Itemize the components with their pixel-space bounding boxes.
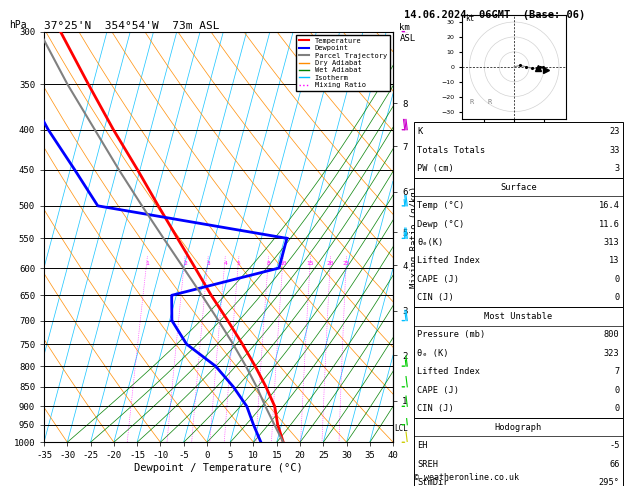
Y-axis label: Mixing Ratio (g/kg): Mixing Ratio (g/kg) [410,186,420,288]
Text: 15: 15 [307,261,314,266]
Text: 2: 2 [183,261,187,266]
Text: 66: 66 [609,460,620,469]
Text: CIN (J): CIN (J) [417,404,454,413]
Text: θₑ(K): θₑ(K) [417,238,443,247]
Text: Dewp (°C): Dewp (°C) [417,220,464,228]
Text: 23: 23 [609,127,620,136]
Text: 0: 0 [615,275,620,284]
Text: 0: 0 [615,404,620,413]
Text: Lifted Index: Lifted Index [417,257,480,265]
Text: Surface: Surface [500,183,537,191]
Text: CAPE (J): CAPE (J) [417,386,459,395]
Text: SREH: SREH [417,460,438,469]
Text: 295°: 295° [599,478,620,486]
Text: Lifted Index: Lifted Index [417,367,480,376]
Text: R: R [469,99,474,105]
Text: 3: 3 [615,164,620,173]
Text: 37°25'N  354°54'W  73m ASL: 37°25'N 354°54'W 73m ASL [44,21,220,31]
Text: -5: -5 [609,441,620,450]
Text: hPa: hPa [9,19,27,30]
Text: 20: 20 [327,261,334,266]
Legend: Temperature, Dewpoint, Parcel Trajectory, Dry Adiabat, Wet Adiabat, Isotherm, Mi: Temperature, Dewpoint, Parcel Trajectory… [296,35,389,91]
Text: 1: 1 [145,261,149,266]
Text: 323: 323 [604,349,620,358]
Text: EH: EH [417,441,428,450]
Text: Hodograph: Hodograph [494,423,542,432]
Text: Temp (°C): Temp (°C) [417,201,464,210]
Text: 25: 25 [343,261,350,266]
Text: R: R [487,99,492,105]
Text: Pressure (mb): Pressure (mb) [417,330,486,339]
Text: θₑ (K): θₑ (K) [417,349,448,358]
Text: 8: 8 [267,261,270,266]
Text: 3: 3 [206,261,210,266]
Text: 313: 313 [604,238,620,247]
Text: 14.06.2024  06GMT  (Base: 06): 14.06.2024 06GMT (Base: 06) [404,10,586,20]
Text: kt: kt [465,14,474,22]
Text: 0: 0 [615,294,620,302]
Text: 0: 0 [615,386,620,395]
Text: 800: 800 [604,330,620,339]
X-axis label: Dewpoint / Temperature (°C): Dewpoint / Temperature (°C) [134,463,303,473]
Text: © weatheronline.co.uk: © weatheronline.co.uk [414,473,519,482]
Text: Most Unstable: Most Unstable [484,312,552,321]
Text: 5: 5 [237,261,241,266]
Text: 7: 7 [615,367,620,376]
Text: PW (cm): PW (cm) [417,164,454,173]
Text: 16.4: 16.4 [599,201,620,210]
Text: StmDir: StmDir [417,478,448,486]
Text: 33: 33 [609,146,620,155]
Text: 4: 4 [223,261,227,266]
Text: LCL: LCL [394,424,408,433]
Text: CAPE (J): CAPE (J) [417,275,459,284]
Text: Totals Totals: Totals Totals [417,146,486,155]
Text: 10: 10 [279,261,287,266]
Text: 13: 13 [609,257,620,265]
Text: K: K [417,127,422,136]
Text: CIN (J): CIN (J) [417,294,454,302]
Text: 11.6: 11.6 [599,220,620,228]
Text: km
ASL: km ASL [399,23,416,43]
